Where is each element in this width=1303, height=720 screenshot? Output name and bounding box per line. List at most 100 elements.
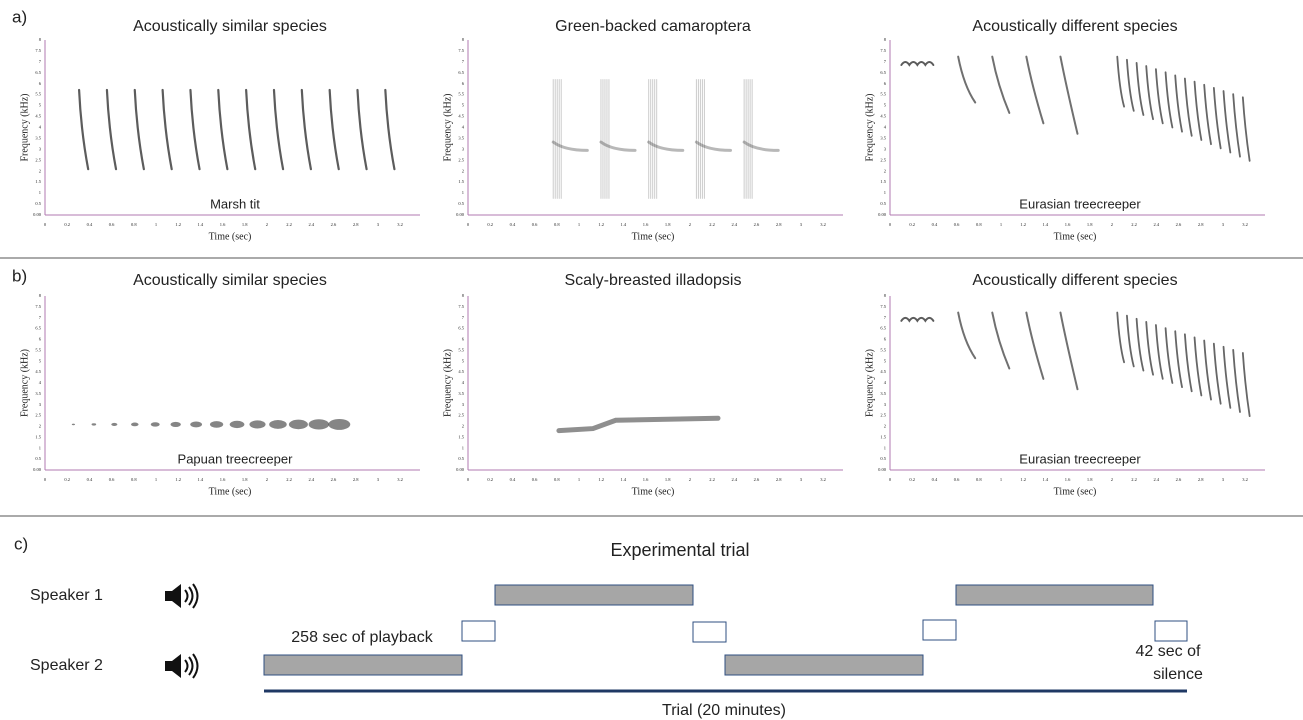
y-tick-label: 4 xyxy=(462,125,465,130)
x-tick-label: 2.6 xyxy=(1176,222,1182,227)
y-tick-label: 0.00 xyxy=(878,212,887,217)
spectrogram-trace xyxy=(744,142,778,150)
x-tick-label: 3.2 xyxy=(397,477,403,482)
x-tick-label: 0.2 xyxy=(909,222,915,227)
spectrogram-trace xyxy=(1060,57,1077,134)
y-tick-label: 7 xyxy=(462,59,465,64)
spectrogram-trace xyxy=(92,423,97,425)
duration-label: Trial (20 minutes) xyxy=(662,702,786,719)
y-tick-label: 7.5 xyxy=(880,48,886,53)
plot-title: Green-backed camaroptera xyxy=(555,18,751,35)
x-tick-label: 0 xyxy=(889,477,892,482)
speaker-icon xyxy=(165,584,198,608)
y-tick-label: 8 xyxy=(39,293,42,298)
spectrogram-trace xyxy=(1156,325,1163,379)
x-tick-label: 0 xyxy=(889,222,892,227)
y-tick-label: 2.5 xyxy=(35,157,41,162)
spectrogram-trace xyxy=(190,90,199,169)
spectrogram: Acoustically different species00.20.40.6… xyxy=(864,18,1265,242)
x-tick-label: 1.4 xyxy=(621,477,627,482)
x-tick-label: 2.8 xyxy=(353,477,359,482)
panel-label: c) xyxy=(14,534,28,553)
spectrogram-trace xyxy=(696,142,730,150)
spectrogram-trace xyxy=(1204,341,1211,400)
x-tick-label: 2.4 xyxy=(731,477,737,482)
spectrogram-trace xyxy=(328,419,350,430)
x-tick-label: 3 xyxy=(377,222,380,227)
x-tick-label: 2.2 xyxy=(709,222,715,227)
x-axis-label: Time (sec) xyxy=(632,486,675,497)
y-tick-label: 7 xyxy=(884,315,887,320)
x-tick-label: 2.2 xyxy=(1131,222,1137,227)
y-axis-label: Frequency (kHz) xyxy=(442,93,453,161)
y-tick-label: 2.5 xyxy=(880,413,886,418)
spectrogram-trace xyxy=(992,313,1009,369)
x-tick-label: 1 xyxy=(155,477,157,482)
x-tick-label: 2.8 xyxy=(1198,222,1204,227)
y-axis-label: Frequency (kHz) xyxy=(864,93,875,161)
spectrogram-trace xyxy=(151,422,160,426)
y-tick-label: 6 xyxy=(884,337,887,342)
y-tick-label: 3.5 xyxy=(458,135,464,140)
spectrogram: Scaly-breasted illadopsis00.20.40.60.811… xyxy=(442,272,843,497)
y-tick-label: 0.00 xyxy=(456,467,465,472)
y-tick-label: 4 xyxy=(884,380,887,385)
x-tick-label: 1.6 xyxy=(643,222,649,227)
x-tick-label: 1.8 xyxy=(665,477,671,482)
y-tick-label: 6.5 xyxy=(880,326,886,331)
x-tick-label: 1 xyxy=(1000,477,1002,482)
y-tick-label: 6 xyxy=(39,337,42,342)
y-tick-label: 8 xyxy=(462,293,465,298)
y-tick-label: 1.5 xyxy=(458,434,464,439)
x-tick-label: 1 xyxy=(155,222,157,227)
x-tick-label: 0.2 xyxy=(909,477,915,482)
x-tick-label: 1.4 xyxy=(1043,477,1049,482)
x-tick-label: 1.4 xyxy=(1043,222,1049,227)
x-axis-label: Time (sec) xyxy=(1054,486,1097,497)
spectrogram-trace xyxy=(210,421,223,428)
spectrogram: Acoustically different species00.20.40.6… xyxy=(864,272,1265,497)
x-tick-label: 0 xyxy=(467,222,470,227)
spectrogram-trace xyxy=(1127,316,1134,367)
spectrogram: Acoustically similar species00.20.40.60.… xyxy=(19,18,420,242)
x-tick-label: 3 xyxy=(1222,222,1225,227)
spectrogram-trace xyxy=(170,422,180,427)
y-tick-label: 7.5 xyxy=(880,304,886,309)
spectrogram-trace xyxy=(1146,66,1153,119)
species-label: Eurasian treecreeper xyxy=(1019,196,1141,211)
spectrogram-trace xyxy=(1243,353,1250,416)
y-tick-label: 1 xyxy=(462,445,464,450)
x-tick-label: 1.6 xyxy=(1065,222,1071,227)
x-tick-label: 1.6 xyxy=(643,477,649,482)
spectrogram-trace xyxy=(1117,57,1124,107)
y-tick-label: 0.5 xyxy=(35,201,41,206)
x-tick-label: 1.2 xyxy=(1020,477,1026,482)
y-tick-label: 6 xyxy=(462,337,465,342)
spectrogram-trace xyxy=(330,90,339,169)
plot-title: Acoustically different species xyxy=(972,272,1177,289)
silence-boxes xyxy=(462,620,1187,642)
y-tick-label: 6.5 xyxy=(880,70,886,75)
spectrogram-trace xyxy=(274,90,283,169)
y-tick-label: 3.5 xyxy=(458,391,464,396)
spectrogram-trace xyxy=(901,62,933,65)
y-tick-label: 8 xyxy=(462,37,465,42)
y-tick-label: 3.5 xyxy=(880,135,886,140)
x-tick-label: 2 xyxy=(1111,477,1113,482)
x-tick-label: 0.2 xyxy=(64,477,70,482)
spectrogram-trace xyxy=(230,421,245,428)
y-tick-label: 3 xyxy=(884,402,887,407)
y-tick-label: 5.5 xyxy=(458,347,464,352)
y-tick-label: 7 xyxy=(462,315,465,320)
y-tick-label: 3 xyxy=(39,402,42,407)
x-tick-label: 0.2 xyxy=(487,477,493,482)
x-tick-label: 1.2 xyxy=(598,477,604,482)
spectrogram-trace xyxy=(1137,319,1144,371)
y-tick-label: 6 xyxy=(884,81,887,86)
y-tick-label: 2 xyxy=(462,424,464,429)
y-tick-label: 3.5 xyxy=(880,391,886,396)
x-tick-label: 2.4 xyxy=(1153,222,1159,227)
spectrogram-trace xyxy=(559,418,718,430)
y-tick-label: 3.5 xyxy=(35,391,41,396)
y-tick-label: 2 xyxy=(884,168,886,173)
